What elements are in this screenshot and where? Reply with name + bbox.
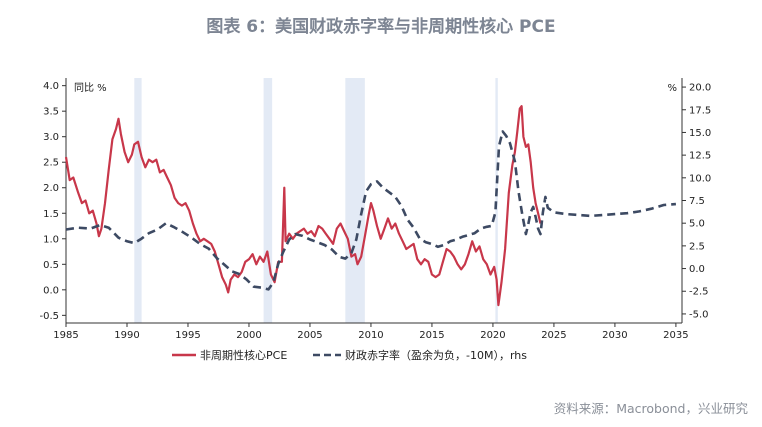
x-tick-label: 2030	[602, 330, 627, 341]
y-right-tick-label: 2.5	[689, 241, 705, 252]
series-line-1	[65, 130, 676, 291]
tick-labels: 1985 1990 1995 2000 2005 2010 2015 2020 2025 2030…	[39, 81, 711, 341]
y-right-tick-label: 7.5	[689, 196, 705, 207]
chart-title: 图表 6：美国财政赤字率与非周期性核心 PCE	[206, 17, 556, 37]
x-tick-label: 1990	[114, 330, 139, 341]
x-tick-label: 1995	[175, 330, 200, 341]
y-right-tick-label: 17.5	[689, 105, 711, 116]
series-lines	[64, 105, 676, 307]
x-tick-label: 2010	[358, 330, 383, 341]
recession-band-3	[495, 78, 498, 323]
series-line-0	[64, 105, 542, 307]
legend: 非周期性核心PCE 财政赤字率（盈余为负，-10M），rhs	[172, 348, 527, 362]
y-left-tick-label: 0.5	[43, 260, 59, 271]
recession-band-2	[345, 78, 365, 323]
x-tick-label: 2015	[419, 330, 444, 341]
y-right-tick-label: 5.0	[689, 219, 705, 230]
x-tick-label: 2020	[480, 330, 505, 341]
y-right-tick-label: 0.0	[689, 264, 705, 275]
y-right-tick-label: 20.0	[689, 83, 711, 94]
y-left-tick-label: -0.5	[39, 311, 59, 322]
source-note: 资料来源：Macrobond，兴业研究	[553, 401, 748, 416]
left-axis-unit: 同比 %	[74, 82, 107, 94]
x-tick-label: 1985	[53, 330, 78, 341]
axes	[62, 78, 686, 327]
x-tick-label: 2005	[297, 330, 322, 341]
y-right-tick-label: 10.0	[689, 173, 711, 184]
legend-label-core-pce: 非周期性核心PCE	[200, 348, 287, 362]
y-left-tick-label: 2.5	[43, 158, 59, 169]
x-tick-label: 2025	[541, 330, 566, 341]
y-left-tick-label: 3.5	[43, 107, 59, 118]
legend-label-deficit: 财政赤字率（盈余为负，-10M），rhs	[345, 348, 527, 362]
y-right-tick-label: 15.0	[689, 128, 711, 139]
y-left-tick-label: 4.0	[43, 81, 59, 92]
recession-band-0	[134, 78, 142, 323]
y-right-tick-label: -5.0	[689, 309, 709, 320]
recession-band-1	[263, 78, 273, 323]
y-left-tick-label: 0.0	[43, 285, 59, 296]
x-tick-label: 2000	[236, 330, 261, 341]
y-right-tick-label: -2.5	[689, 287, 709, 298]
y-left-tick-label: 1.5	[43, 209, 59, 220]
y-left-tick-label: 1.0	[43, 234, 59, 245]
y-left-tick-label: 3.0	[43, 132, 59, 143]
right-axis-unit: %	[667, 83, 677, 94]
y-right-tick-label: 12.5	[689, 151, 711, 162]
y-left-tick-label: 2.0	[43, 183, 59, 194]
recession-shading	[134, 78, 498, 323]
x-tick-label: 2035	[663, 330, 688, 341]
